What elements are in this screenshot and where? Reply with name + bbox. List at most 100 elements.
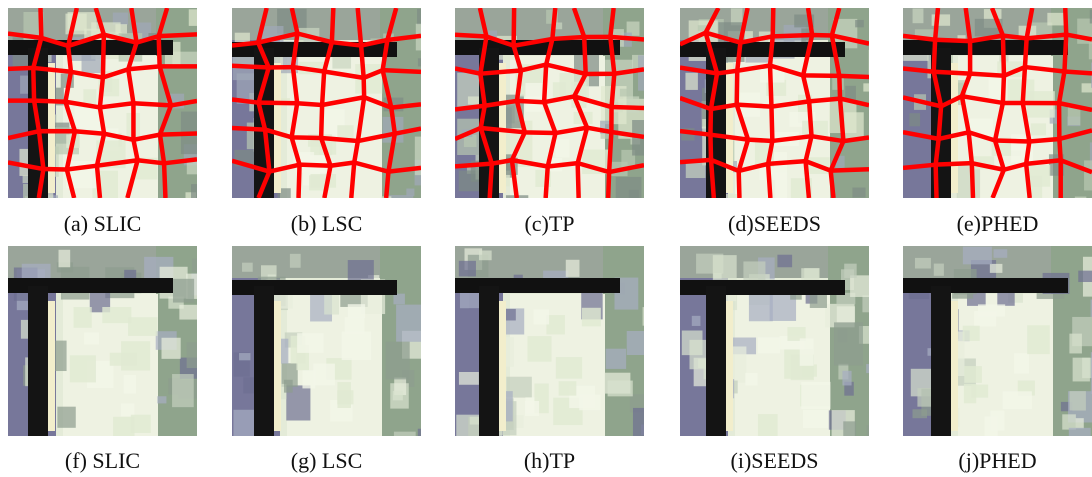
- light-patch: [775, 172, 787, 201]
- light-patch: [121, 341, 150, 370]
- texture-patch: [713, 273, 721, 278]
- light-patch: [525, 401, 539, 416]
- texture-patch: [1082, 358, 1092, 378]
- caption: (b) LSC: [291, 211, 363, 236]
- texture-patch: [686, 162, 706, 178]
- image: [680, 246, 897, 457]
- texture-patch: [187, 160, 204, 174]
- texture-patch: [1082, 83, 1092, 92]
- texture-patch: [1069, 334, 1082, 354]
- light-patch: [345, 317, 365, 334]
- horizontal-bar: [903, 40, 1068, 55]
- texture-patch: [115, 24, 127, 34]
- texture-patch: [629, 190, 639, 203]
- texture-patch: [566, 260, 580, 277]
- texture-patch: [1062, 414, 1076, 429]
- light-patch: [124, 375, 136, 393]
- texture-patch: [242, 263, 253, 272]
- image-panel: [903, 246, 1092, 460]
- light-stripe: [48, 301, 55, 431]
- texture-patch: [386, 342, 410, 380]
- texture-patch: [1068, 107, 1081, 125]
- texture-patch: [837, 306, 855, 322]
- light-stripe: [951, 63, 958, 193]
- texture-patch: [620, 89, 629, 97]
- texture-patch: [239, 353, 250, 360]
- texture-patch: [963, 247, 992, 265]
- light-patch: [313, 364, 335, 386]
- image: [903, 8, 1092, 213]
- light-stripe: [951, 301, 958, 431]
- texture-patch: [606, 349, 626, 369]
- texture-patch: [179, 305, 201, 320]
- vertical-bar: [28, 286, 48, 436]
- caption: (i)SEEDS: [731, 448, 819, 473]
- texture-patch: [173, 279, 194, 303]
- texture-patch: [406, 188, 414, 195]
- light-patch: [75, 107, 102, 132]
- texture-patch: [837, 329, 847, 342]
- texture-patch: [389, 195, 414, 218]
- texture-patch: [990, 264, 1003, 273]
- light-patch: [556, 357, 582, 379]
- texture-patch: [682, 331, 703, 356]
- figure: (a) SLIC(b) LSC(c)TP(d)SEEDS(e)PHED(f) S…: [0, 0, 1092, 477]
- texture-patch: [633, 408, 659, 444]
- texture-patch: [869, 50, 886, 75]
- light-patch: [964, 384, 976, 403]
- texture-patch: [1069, 428, 1091, 460]
- texture-patch: [685, 73, 697, 90]
- texture-patch: [468, 96, 479, 104]
- light-patch: [527, 336, 551, 362]
- texture-patch: [172, 374, 194, 407]
- light-patch: [1003, 391, 1032, 409]
- page: {"figure": {"captions": ["(a) SLIC", "(b…: [0, 0, 1092, 477]
- texture-patch: [459, 261, 476, 277]
- texture-patch: [187, 342, 205, 368]
- image-panel: [680, 8, 886, 215]
- image: [680, 8, 886, 215]
- texture-patch: [393, 294, 404, 305]
- image-panel: [455, 8, 660, 225]
- texture-patch: [417, 9, 427, 25]
- light-patch: [990, 411, 1004, 431]
- texture-patch: [862, 295, 889, 312]
- image-panel: [232, 246, 445, 464]
- light-patch: [348, 304, 365, 318]
- texture-patch: [162, 338, 181, 359]
- light-patch: [803, 410, 828, 428]
- vertical-bar: [254, 286, 274, 436]
- texture-patch: [866, 364, 876, 373]
- light-patch: [758, 337, 780, 353]
- texture-patch: [632, 55, 657, 70]
- texture-patch: [290, 254, 301, 268]
- texture-patch: [777, 255, 792, 268]
- texture-patch: [40, 195, 58, 215]
- texture-patch: [479, 251, 492, 261]
- light-patch: [297, 333, 323, 353]
- horizontal-bar: [680, 42, 845, 57]
- texture-patch: [459, 372, 479, 385]
- image: [455, 246, 661, 455]
- caption: (g) LSC: [291, 448, 363, 473]
- texture-patch: [627, 331, 654, 355]
- texture-patch: [843, 421, 856, 436]
- texture-patch: [867, 425, 897, 457]
- light-patch: [758, 414, 778, 437]
- texture-patch: [57, 407, 75, 428]
- texture-patch: [284, 380, 293, 393]
- light-patch: [555, 139, 569, 157]
- caption: (a) SLIC: [64, 211, 142, 236]
- texture-patch: [418, 429, 445, 464]
- texture-patch: [842, 371, 851, 386]
- image: [232, 246, 445, 464]
- texture-patch: [852, 188, 865, 198]
- light-patch: [131, 415, 151, 433]
- texture-patch: [855, 20, 864, 27]
- texture-patch: [192, 259, 207, 272]
- texture-patch: [332, 55, 351, 69]
- image-panel: [8, 8, 218, 218]
- texture-patch: [850, 275, 870, 297]
- light-patch: [1031, 123, 1046, 135]
- texture-patch: [191, 184, 218, 217]
